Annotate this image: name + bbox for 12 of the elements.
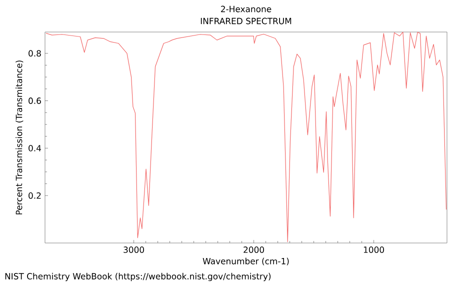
y-tick-label: 0.4 bbox=[28, 144, 41, 152]
y-tick-label: 0.2 bbox=[28, 192, 41, 199]
x-tick-label: 1000 bbox=[364, 246, 384, 253]
text: NIST Chemistry WebBook (https://webbook.nist.gov/chemistry) bbox=[5, 272, 271, 281]
x-tick-label: 2000 bbox=[244, 246, 264, 253]
y-tick-label: 0.8 bbox=[28, 50, 41, 56]
x-tick-label: 3000 bbox=[124, 246, 144, 253]
chart-subtitle: INFRARED SPECTRUM bbox=[200, 18, 292, 24]
chart-title: 2-Hexanone bbox=[221, 6, 272, 12]
x-axis-title: Wavenumber (cm-1) bbox=[202, 258, 289, 266]
y-axis-title: Percent Transmission (Transmitance) bbox=[16, 60, 24, 214]
y-tick-label: 0.6 bbox=[28, 97, 41, 104]
